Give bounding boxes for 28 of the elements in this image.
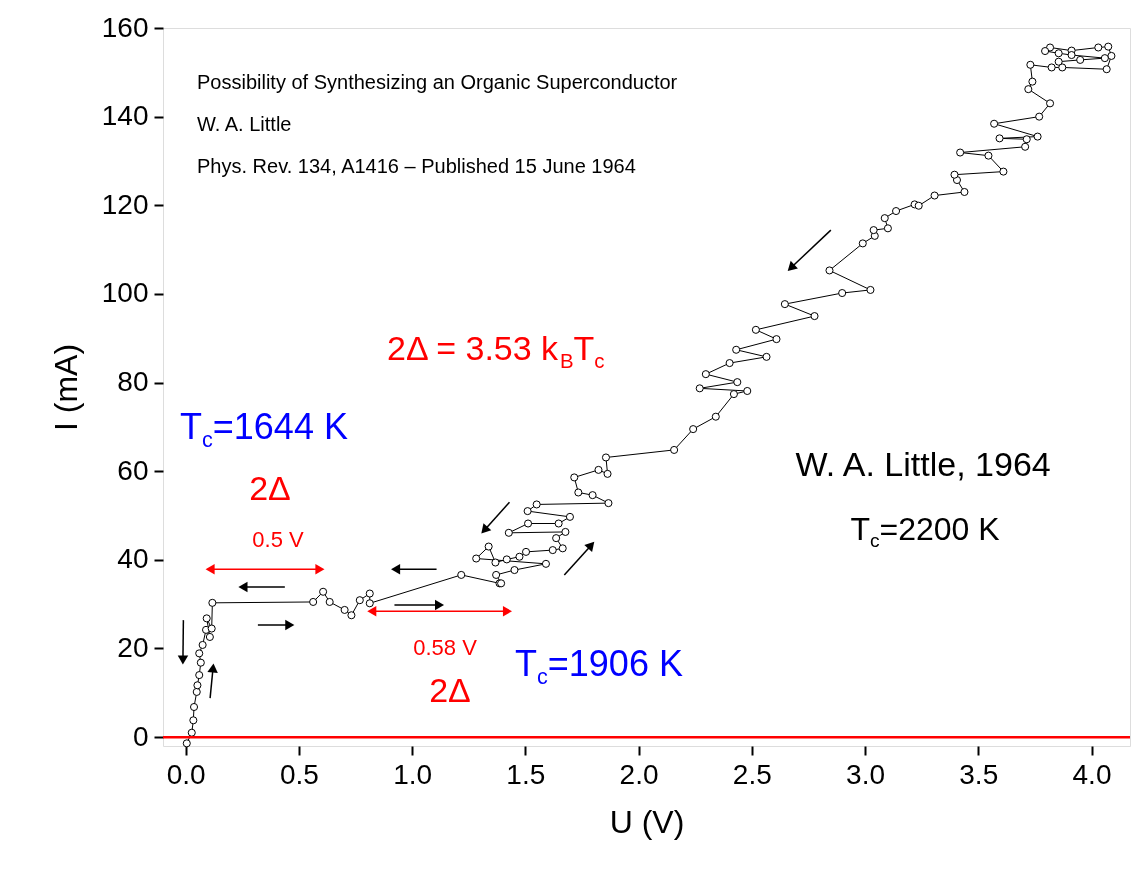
y-axis-title: I (mA) [47,343,84,432]
x-axis-title: U (V) [609,803,685,840]
annotation: W. A. Little, 1964 [795,445,1051,483]
x-tick-label: 2.5 [732,758,772,790]
y-tick-label: 100 [101,277,149,309]
x-tick-label: 3.5 [959,758,999,790]
x-tick-label: 1.0 [393,758,433,790]
y-tick-label: 140 [101,100,149,132]
x-tick-label: 0.0 [166,758,206,790]
x-tick-label: 4.0 [1072,758,1112,790]
annotation: 2Δ [429,671,471,709]
annotation: Phys. Rev. 134, A1416 – Published 15 June 1964 [197,155,636,177]
annotation: Possibility of Synthesizing an Organic Superconductor [197,71,678,93]
annotation: 0.5 V [252,527,305,552]
y-tick-label: 120 [101,188,149,220]
y-tick-label: 40 [117,543,149,575]
y-tick-label: 0 [132,720,149,752]
x-tick-label: 2.0 [619,758,659,790]
annotation: 0.58 V [413,635,478,660]
annotation: 2Δ [249,469,291,507]
y-tick-label: 80 [117,366,149,398]
x-tick-label: 3.0 [846,758,886,790]
x-tick-label: 1.5 [506,758,546,790]
x-tick-label: 0.5 [279,758,319,790]
y-tick-label: 20 [117,631,149,663]
annotation: W. A. Little [197,113,292,135]
y-tick-label: 60 [117,454,149,486]
y-tick-label: 160 [101,11,149,43]
